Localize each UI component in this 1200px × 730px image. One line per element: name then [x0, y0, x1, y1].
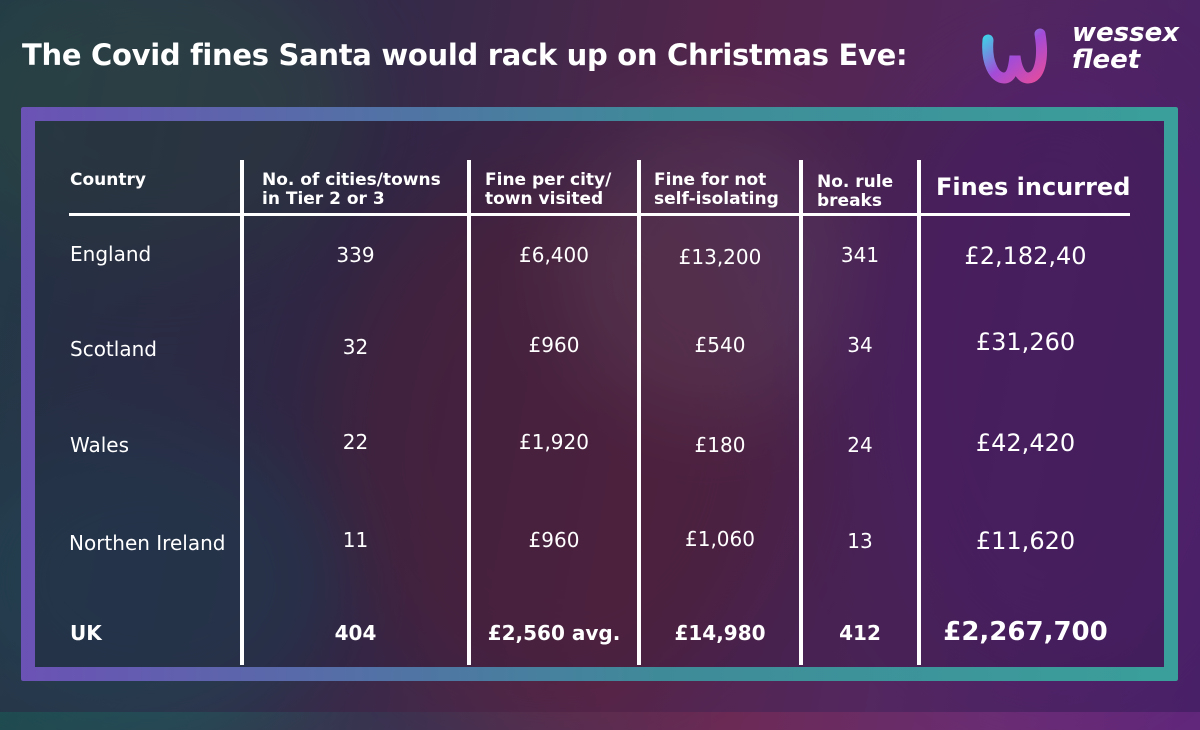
header-cities-line2: in Tier 2 or 3	[262, 189, 385, 209]
row-uk-country: UK	[70, 621, 102, 645]
header-fines-incurred: Fines incurred	[936, 173, 1131, 201]
row-england-fines-incurred: £2,182,40	[964, 242, 1087, 270]
row-northern-ireland-fine-isolating: £1,060	[685, 527, 755, 551]
logo-line-2: fleet	[1072, 45, 1141, 75]
row-wales-rule-breaks: 24	[847, 433, 873, 457]
table-frame	[21, 107, 1178, 681]
header-divider	[69, 213, 1130, 216]
row-scotland-rule-breaks: 34	[847, 333, 873, 357]
row-wales-fine-per-city: £1,920	[519, 430, 589, 454]
header-rule-breaks-line2: breaks	[817, 191, 882, 211]
column-divider	[467, 160, 471, 665]
wessex-logo-icon	[982, 28, 1047, 84]
header-rule-breaks-line1: No. rule	[817, 172, 894, 192]
row-scotland-fines-incurred: £31,260	[975, 328, 1076, 356]
header-fine-per-city-line2: town visited	[485, 189, 604, 209]
row-northern-ireland-cities: 11	[342, 528, 369, 552]
row-uk-rule-breaks: 412	[839, 621, 881, 645]
header-fine-per-city-line1: Fine per city/	[485, 170, 612, 190]
page-title: The Covid fines Santa would rack up on C…	[22, 38, 908, 72]
logo-line-1: wessex	[1072, 18, 1180, 48]
column-divider	[240, 160, 244, 665]
row-wales-cities: 22	[342, 430, 369, 454]
row-northern-ireland-rule-breaks: 13	[847, 529, 873, 553]
row-england-cities: 339	[336, 243, 375, 267]
row-wales-fines-incurred: £42,420	[975, 429, 1076, 457]
header-country: Country	[70, 170, 146, 190]
row-uk-cities: 404	[334, 621, 377, 645]
header-cities-line1: No. of cities/towns	[262, 170, 441, 190]
header-rule-breaks: No. rule breaks	[817, 173, 893, 211]
row-england-fine-isolating: £13,200	[678, 245, 762, 269]
row-northern-ireland-country: Northen Ireland	[69, 531, 226, 555]
row-england-fine-per-city: £6,400	[519, 243, 589, 267]
row-scotland-country: Scotland	[70, 337, 157, 361]
header-fine-isolating-line1: Fine for not	[654, 170, 767, 190]
row-wales-fine-isolating: £180	[694, 433, 746, 457]
row-england-country: England	[70, 242, 152, 266]
column-divider	[917, 160, 921, 665]
header-fine-isolating: Fine for not self-isolating	[654, 171, 779, 209]
logo-text: wessex fleet	[1072, 20, 1179, 74]
column-divider	[637, 160, 641, 665]
column-divider	[799, 160, 803, 665]
brand-logo: wessex fleet	[982, 18, 1192, 88]
row-scotland-cities: 32	[342, 335, 369, 359]
row-england-rule-breaks: 341	[840, 243, 880, 267]
row-uk-fine-isolating: £14,980	[674, 621, 766, 645]
row-northern-ireland-fines-incurred: £11,620	[975, 527, 1076, 555]
row-wales-country: Wales	[70, 433, 130, 457]
row-scotland-fine-isolating: £540	[694, 333, 746, 357]
header-fine-isolating-line2: self-isolating	[654, 189, 779, 209]
row-northern-ireland-fine-per-city: £960	[528, 528, 580, 552]
header-cities: No. of cities/towns in Tier 2 or 3	[262, 171, 441, 209]
row-scotland-fine-per-city: £960	[528, 333, 580, 357]
row-uk-fine-per-city: £2,560 avg.	[487, 621, 621, 645]
header-fine-per-city: Fine per city/ town visited	[485, 171, 611, 209]
row-uk-fines-incurred: £2,267,700	[943, 617, 1108, 647]
